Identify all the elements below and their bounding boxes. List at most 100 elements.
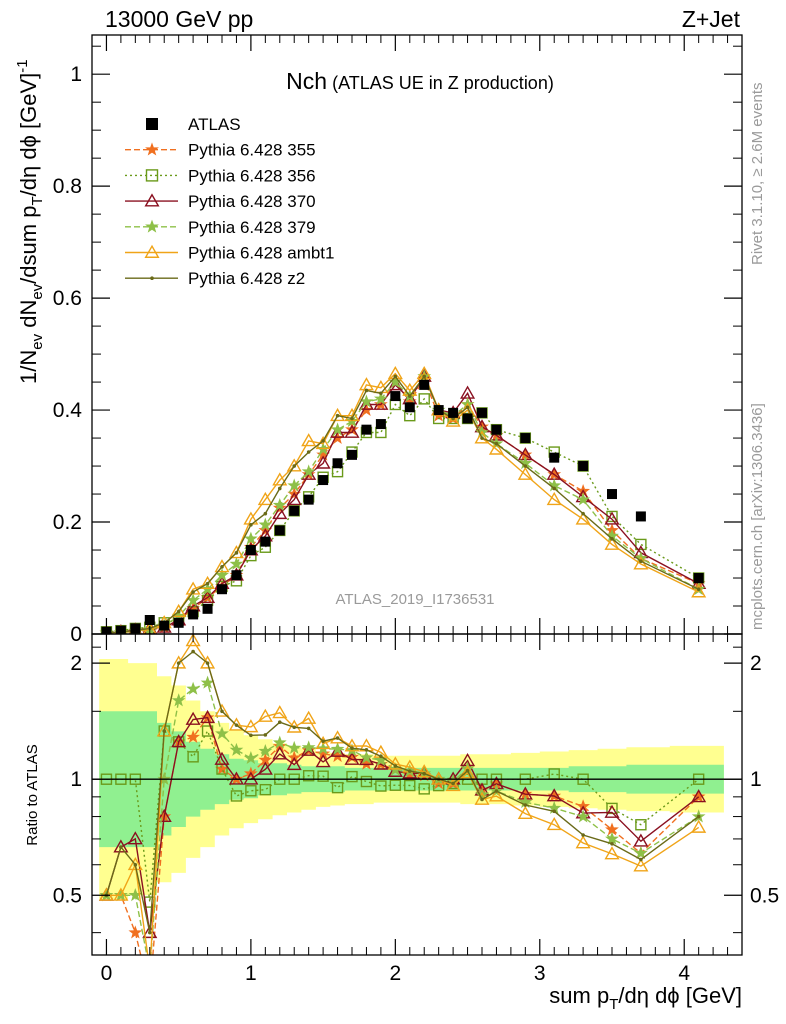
point-ambt1 <box>171 603 187 618</box>
data-point <box>607 489 617 500</box>
point-z2 <box>249 523 253 527</box>
ratio-point-z2 <box>581 833 585 837</box>
point-ambt1 <box>272 472 288 486</box>
ratio-point-p356 <box>245 785 257 797</box>
ratio-point-p370 <box>243 771 259 785</box>
point-ambt1 <box>257 491 273 506</box>
ratio-point-p370 <box>113 839 129 853</box>
ratio-point-p379 <box>186 681 201 695</box>
ratio-tick-label-left: 1 <box>70 768 82 791</box>
ratio-point-ambt1 <box>604 846 620 860</box>
y-tick-label: 0.6 <box>53 287 82 310</box>
point-z2 <box>610 537 614 541</box>
ratio-point-p379 <box>330 741 345 755</box>
point-z2 <box>379 391 383 396</box>
legend-label: Pythia 6.428 ambt1 <box>188 244 334 263</box>
data-point <box>231 570 242 581</box>
ratio-point-p379 <box>287 740 302 754</box>
legend-item-p370: Pythia 6.428 370 <box>125 192 316 211</box>
ratio-point-ambt1 <box>330 730 346 744</box>
ratio-point-p356 <box>187 751 199 763</box>
point-p370 <box>358 396 374 410</box>
point-p379 <box>388 374 403 388</box>
point-ambt1 <box>691 584 707 598</box>
ratio-point-ambt1 <box>127 857 143 871</box>
point-z2 <box>523 464 528 468</box>
ratio-point-p356 <box>404 779 416 792</box>
ratio-point-p370 <box>315 754 331 768</box>
point-ambt1 <box>445 413 461 427</box>
point-z2 <box>234 551 239 555</box>
ratio-frame <box>91 633 743 956</box>
ratio-point-p355 <box>186 729 201 743</box>
ratio-point-p370 <box>228 771 244 785</box>
point-p379 <box>576 492 591 506</box>
legend-item-p379: Pythia 6.428 379 <box>125 218 316 237</box>
ratio-point-p370 <box>142 924 158 939</box>
series-line-ambt1 <box>106 372 700 634</box>
ratio-point-z2 <box>191 649 195 654</box>
point-p379 <box>215 568 229 582</box>
ratio-point-z2 <box>321 739 325 744</box>
data-point <box>245 545 256 556</box>
ratio-point-z2 <box>205 661 210 665</box>
ratio-point-z2 <box>249 733 253 738</box>
ratio-point-z2 <box>292 725 297 730</box>
ratio-point-z2 <box>379 754 383 759</box>
point-z2 <box>321 439 325 443</box>
legend-label: Pythia 6.428 370 <box>188 192 316 211</box>
header-energy: 13000 GeV pp <box>105 6 253 32</box>
ratio-point-p379 <box>258 744 273 758</box>
legend-label: Pythia 6.428 356 <box>188 166 316 185</box>
legend-marker <box>145 219 159 233</box>
legend-marker <box>145 142 159 156</box>
ratio-point-ambt1 <box>143 964 156 975</box>
ratio-point-p379 <box>576 809 591 823</box>
ratio-point-p370 <box>156 808 172 823</box>
ratio-tick-label-right: 0.5 <box>750 884 779 907</box>
ratio-point-z2 <box>523 803 528 807</box>
ratio-series-group <box>98 634 707 997</box>
header-process: Z+Jet <box>682 6 741 32</box>
ratio-series-z2 <box>104 649 701 935</box>
ratio-point-z2 <box>220 709 224 714</box>
ratio-line-ambt1 <box>106 639 700 955</box>
ratio-line-z2 <box>105 650 700 933</box>
point-z2 <box>277 486 282 491</box>
data-point <box>491 424 502 435</box>
point-p379 <box>243 531 258 545</box>
data-point <box>375 419 386 430</box>
ratio-point-p379 <box>229 742 244 756</box>
ratio-point-ambt1 <box>214 703 230 717</box>
ratio-point-z2 <box>335 736 340 740</box>
ratio-point-p379 <box>359 750 374 764</box>
point-ambt1 <box>200 575 216 590</box>
legend-label: Pythia 6.428 z2 <box>188 269 305 288</box>
ratio-point-ambt1 <box>575 835 591 849</box>
data-point <box>433 405 444 416</box>
ratio-point-ambt1 <box>517 805 533 820</box>
ratio-point-ambt1 <box>171 655 187 669</box>
point-p370 <box>330 424 346 438</box>
ratio-point-p355 <box>144 986 156 997</box>
x-tick-label: 2 <box>389 962 401 985</box>
point-p370 <box>286 491 302 506</box>
ratio-point-p355 <box>128 925 143 939</box>
point-z2 <box>292 464 297 468</box>
data-point <box>173 617 184 628</box>
data-point <box>217 584 227 595</box>
data-point <box>404 402 415 413</box>
point-ambt1 <box>387 365 403 380</box>
ratio-point-z2 <box>552 809 557 814</box>
legend-marker <box>150 276 154 281</box>
ratio-point-z2 <box>480 797 484 802</box>
ratio-point-z2 <box>234 723 239 727</box>
ratio-point-p379 <box>301 740 316 754</box>
ratio-point-ambt1 <box>98 887 114 901</box>
point-p356 <box>418 393 430 405</box>
ratio-point-p356 <box>230 790 243 802</box>
y-axis-label: 1/Nev dNev/dsum pT/dη dϕ [GeV]-1 <box>14 59 46 384</box>
ratio-point-p356 <box>331 781 344 794</box>
point-z2 <box>393 374 398 379</box>
ratio-point-p370 <box>286 756 302 771</box>
